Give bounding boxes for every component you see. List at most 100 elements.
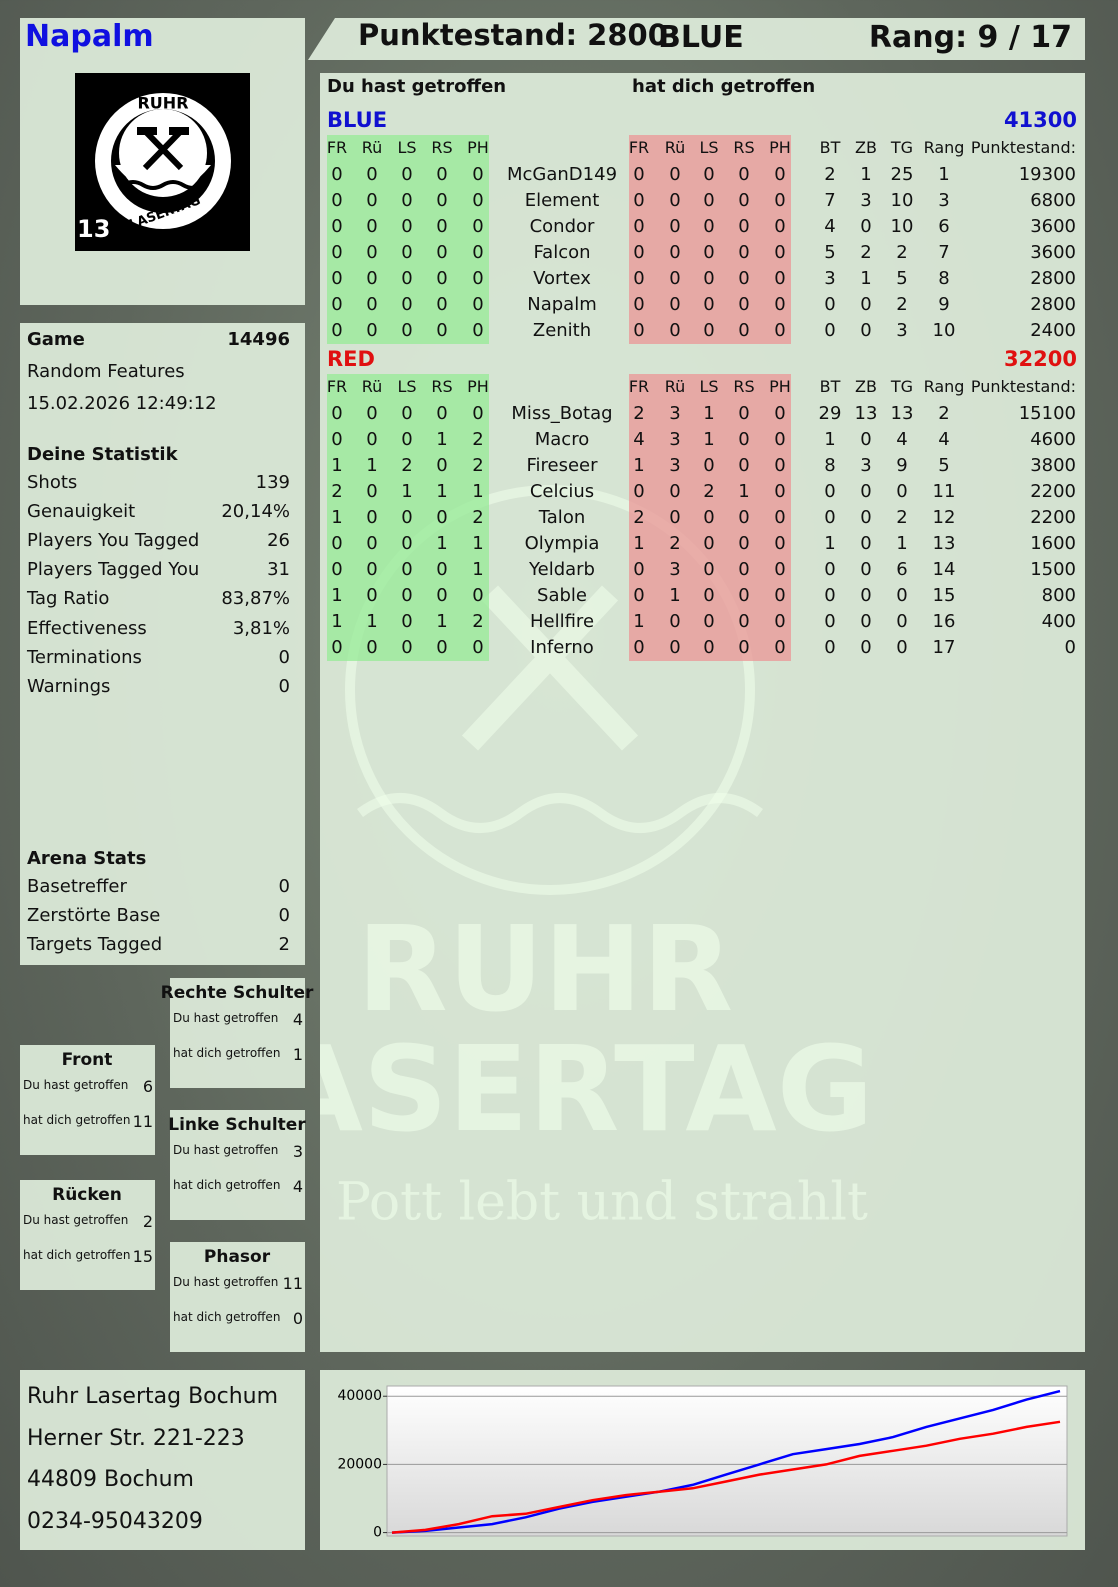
- column-header: Rü: [664, 377, 686, 396]
- cell: 0: [401, 403, 413, 424]
- cell: 4: [633, 429, 645, 450]
- column-header: LS: [699, 377, 719, 396]
- arena-value: 2: [278, 934, 290, 955]
- y-tick-label: 40000: [337, 1388, 382, 1404]
- cell: 5: [938, 455, 950, 476]
- cell: 0: [738, 164, 750, 185]
- cell: 0: [738, 216, 750, 237]
- cell: 0: [860, 320, 872, 341]
- given-title: Du hast getroffen: [327, 76, 507, 97]
- cell: 0: [824, 507, 836, 528]
- watermark-tagline: Der Pott lebt und strahlt: [320, 1173, 868, 1233]
- cell: 0: [738, 242, 750, 263]
- cell: 1500: [1030, 559, 1076, 580]
- cell: 0: [331, 268, 343, 289]
- cell: 400: [1041, 611, 1076, 632]
- cell: 1: [366, 611, 378, 632]
- cell: 0: [331, 429, 343, 450]
- player-team: BLUE: [658, 20, 744, 55]
- cell: 0: [366, 242, 378, 263]
- cell: 1: [633, 611, 645, 632]
- taken-background: [629, 374, 791, 661]
- cell: 0: [331, 559, 343, 580]
- cell: 0: [824, 559, 836, 580]
- cell: 14: [932, 559, 956, 580]
- cell: 0: [331, 242, 343, 263]
- cell: 0: [703, 242, 715, 263]
- column-header: LS: [699, 138, 719, 157]
- cell: 1: [436, 533, 448, 554]
- stat-label: Tag Ratio: [27, 588, 110, 610]
- cell: 0: [401, 164, 413, 185]
- arena-value: 0: [278, 876, 290, 897]
- zone-label: hat dich getroffen: [173, 1046, 281, 1060]
- cell: 0: [401, 611, 413, 632]
- cell: 2: [703, 481, 715, 502]
- zone-title: Rechte Schulter: [160, 982, 314, 1003]
- cell: 10: [932, 320, 956, 341]
- cell: 0: [331, 294, 343, 315]
- cell: 1: [824, 533, 836, 554]
- column-header: Rü: [361, 138, 383, 157]
- cell: 1: [633, 455, 645, 476]
- cell: 0: [774, 559, 786, 580]
- zone-label: Du hast getroffen: [173, 1275, 279, 1289]
- series-line: [391, 1420, 1061, 1534]
- cell: 3: [669, 429, 681, 450]
- cell: 0: [860, 559, 872, 580]
- column-header: Rang: [923, 138, 965, 157]
- logo-top: RUHR: [137, 94, 188, 113]
- cell: 1: [938, 164, 950, 185]
- cell: 0: [774, 455, 786, 476]
- cell: 0: [774, 294, 786, 315]
- info-panel: [20, 323, 305, 965]
- cell: 16: [932, 611, 956, 632]
- cell: 0: [774, 533, 786, 554]
- zone-title: Rücken: [52, 1184, 122, 1205]
- cell: 2: [860, 242, 872, 263]
- arena-label: Basetreffer: [27, 876, 127, 897]
- cell: 3: [896, 320, 908, 341]
- player-name-cell: Yeldarb: [529, 559, 595, 580]
- stat-value: 31: [267, 559, 290, 581]
- column-header: Rang: [923, 377, 965, 396]
- stat-label: Players You Tagged: [27, 530, 200, 552]
- cell: 0: [703, 507, 715, 528]
- column-header: FR: [326, 138, 348, 157]
- cell: 2: [331, 481, 343, 502]
- cell: 0: [472, 637, 484, 658]
- cell: 0: [366, 403, 378, 424]
- cell: 0: [633, 268, 645, 289]
- cell: 0: [824, 320, 836, 341]
- cell: 0: [703, 611, 715, 632]
- cell: 6: [896, 559, 908, 580]
- cell: 0: [774, 585, 786, 606]
- cell: 0: [331, 533, 343, 554]
- cell: 1: [331, 455, 343, 476]
- arena-value: 0: [278, 905, 290, 926]
- progress-chart: 0 20000 40000: [337, 1385, 1068, 1541]
- cell: 0: [738, 268, 750, 289]
- column-header: RS: [733, 377, 755, 396]
- cell: 0: [472, 585, 484, 606]
- cell: 2: [633, 507, 645, 528]
- cell: 2200: [1030, 507, 1076, 528]
- stat-label: Shots: [27, 472, 78, 493]
- cell: 0: [669, 190, 681, 211]
- cell: 0: [703, 637, 715, 658]
- cell: 0: [331, 320, 343, 341]
- cell: 1: [896, 533, 908, 554]
- cell: 3: [938, 190, 950, 211]
- column-header: LS: [397, 138, 417, 157]
- cell: 2: [896, 294, 908, 315]
- cell: 0: [774, 320, 786, 341]
- stat-value: 26: [267, 530, 290, 552]
- cell: 3: [824, 268, 836, 289]
- cell: 0: [774, 481, 786, 502]
- cell: 2: [633, 403, 645, 424]
- cell: 0: [366, 164, 378, 185]
- zone-label: Du hast getroffen: [173, 1011, 279, 1025]
- column-header: RS: [733, 138, 755, 157]
- zone-value: 4: [292, 1177, 303, 1196]
